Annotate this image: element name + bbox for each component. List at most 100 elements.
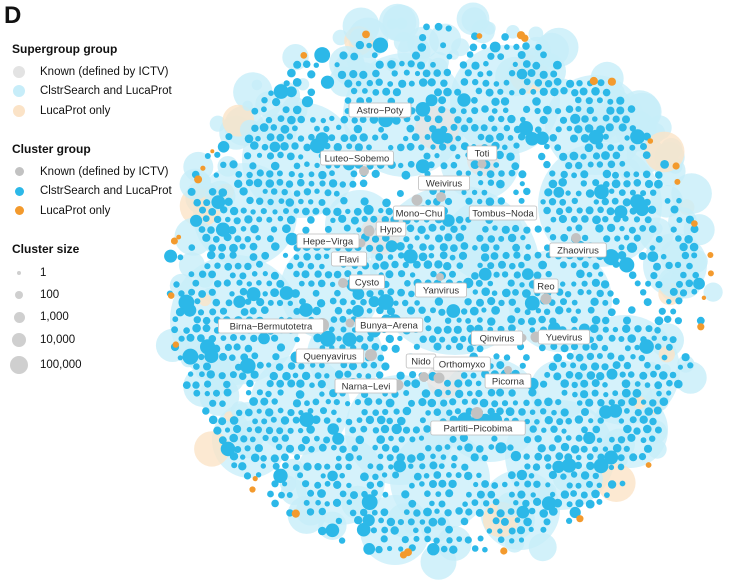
cluster-dot: [318, 199, 326, 206]
cluster-dot: [445, 389, 451, 396]
cluster-dot: [586, 371, 596, 380]
cluster-dot: [422, 69, 431, 78]
cluster-dot: [425, 94, 438, 107]
cluster-dot: [438, 143, 447, 151]
cluster-dot: [245, 179, 254, 187]
cluster-dot: [596, 289, 604, 298]
supergroup-label: Astro−Poty: [348, 102, 412, 118]
cluster-dot: [507, 471, 516, 480]
cluster-dot: [449, 270, 456, 278]
supergroup-bubble: [505, 531, 524, 549]
cluster-dot: [460, 108, 467, 115]
cluster-dot: [350, 170, 358, 178]
cluster-dot: [283, 208, 289, 214]
cluster-dot: [478, 267, 492, 281]
cluster-dot: [372, 134, 379, 141]
cluster-dot: [501, 33, 509, 41]
cluster-dot: [409, 482, 415, 489]
cluster-dot: [612, 390, 619, 397]
cluster-dot: [304, 400, 310, 407]
cluster-dot: [540, 408, 547, 415]
supergroup-label-box: [417, 175, 470, 191]
cluster-dot: [287, 409, 295, 417]
cluster-dot: [581, 280, 588, 287]
cluster-dot: [443, 262, 452, 271]
cluster-dot: [324, 271, 333, 279]
cluster-dot: [399, 60, 405, 67]
cluster-dot: [592, 446, 599, 453]
cluster-dot: [543, 206, 551, 215]
cluster-dot: [623, 234, 630, 241]
cluster-dot: [439, 336, 446, 343]
cluster-dot: [633, 427, 641, 435]
cluster-dot: [376, 463, 384, 471]
supergroup-label: Hypo: [375, 221, 407, 237]
cluster-dot: [417, 225, 426, 234]
cluster-dot: [581, 234, 589, 242]
cluster-dot: [560, 442, 570, 452]
cluster-dot: [670, 226, 677, 233]
cluster-dot: [550, 425, 558, 433]
cluster-dot: [575, 434, 583, 442]
cluster-dot: [517, 490, 526, 499]
cluster-dot: [622, 198, 631, 207]
cluster-dot: [676, 217, 683, 223]
cluster-dot: [580, 180, 587, 187]
cluster-dot: [402, 426, 411, 434]
cluster-dot: [555, 306, 564, 315]
cluster-dot: [687, 362, 694, 369]
cluster-dot: [471, 124, 479, 132]
cluster-dot: [623, 445, 630, 452]
cluster-dot: [406, 224, 415, 233]
cluster-dot: [516, 526, 526, 535]
cluster-dot: [256, 408, 262, 414]
cluster-dot: [565, 162, 573, 170]
cluster-dot: [596, 372, 605, 381]
cluster-dot: [270, 416, 277, 423]
cluster-dot: [496, 179, 505, 189]
supergroup-label-text: Mono−Chu: [396, 209, 443, 220]
cluster-dot: [644, 407, 653, 416]
cluster-dot: [612, 443, 622, 453]
cluster-dot: [581, 426, 588, 434]
cluster-dot: [638, 252, 647, 260]
cluster-dot: [415, 159, 430, 174]
cluster-dot: [220, 335, 227, 341]
cluster-dot: [633, 171, 640, 178]
cluster-dot: [534, 251, 542, 259]
cluster-dot: [377, 453, 384, 460]
cluster-dot: [503, 79, 510, 86]
cluster-dot: [566, 352, 574, 360]
cluster-dot: [612, 260, 620, 268]
cluster-dot: [628, 226, 636, 234]
cluster-dot: [340, 115, 349, 124]
cluster-dot: [187, 187, 196, 196]
cluster-dot: [251, 352, 259, 360]
cluster-dot: [376, 244, 384, 253]
cluster-dot: [666, 379, 673, 387]
cluster-dot: [476, 345, 484, 353]
cluster-dot: [645, 280, 652, 287]
cluster-dot: [580, 390, 589, 399]
cluster-dot: [260, 463, 266, 469]
cluster-dot: [324, 225, 332, 233]
supergroup-bubble: [456, 2, 490, 36]
cluster-dot: [607, 352, 615, 360]
cluster-dot: [491, 400, 499, 408]
cluster-dot: [516, 469, 528, 481]
cluster-dot: [617, 454, 625, 462]
cluster-dot: [549, 170, 556, 177]
cluster-dot: [629, 416, 637, 424]
cluster-dot: [622, 324, 631, 333]
lucaprot-only-dot: [291, 509, 300, 518]
cluster-dot: [587, 161, 594, 168]
cluster-dot: [534, 452, 543, 461]
cluster-dot: [644, 216, 652, 224]
cluster-dot: [266, 152, 275, 160]
cluster-dot: [343, 224, 351, 232]
cluster-dot: [193, 198, 201, 207]
cluster-dot: [370, 361, 378, 369]
cluster-dot: [281, 453, 289, 462]
cluster-dot: [477, 198, 483, 205]
cluster-dot: [455, 507, 463, 515]
